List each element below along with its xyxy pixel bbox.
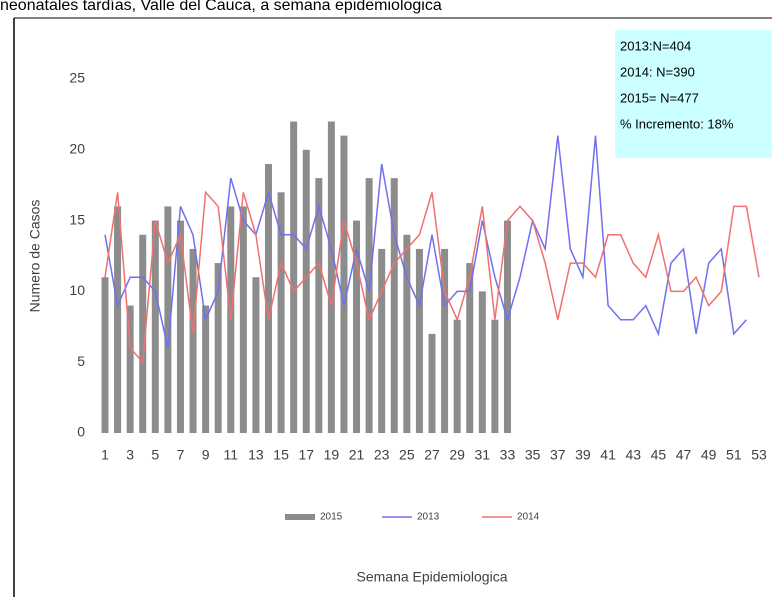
bar [453,319,461,433]
bar [327,121,335,433]
annotation-text: 2013:N=404 [620,38,691,53]
x-tick-label: 33 [500,447,516,463]
x-tick-label: 49 [701,447,717,463]
bar [277,192,285,433]
bar [491,319,499,433]
x-tick-label: 25 [399,447,415,463]
bar [164,206,172,433]
y-tick-label: 5 [77,353,85,369]
x-tick-label: 3 [126,447,134,463]
x-tick-label: 41 [600,447,616,463]
bar [353,220,361,433]
bar [214,263,222,433]
x-tick-label: 9 [202,447,210,463]
chart-title: neonatales tardías, Valle del Cauca, a s… [0,0,442,14]
x-tick-label: 23 [374,447,390,463]
x-tick-label: 47 [676,447,692,463]
x-tick-label: 7 [177,447,185,463]
x-axis-title: Semana Epidemiologica [357,569,508,585]
legend-swatch [285,514,315,520]
annotation-text: 2014: N=390 [620,64,695,79]
annotation-box [615,30,772,158]
y-tick-label: 20 [69,141,85,157]
bar [189,248,197,433]
x-tick-label: 35 [525,447,541,463]
bar [302,149,310,434]
line [104,135,747,349]
x-tick-label: 51 [726,447,742,463]
x-tick-label: 17 [298,447,314,463]
bar [176,220,184,433]
x-tick-label: 19 [324,447,340,463]
y-axis-title: Numero de Casos [27,200,43,313]
x-tick-label: 43 [625,447,641,463]
x-tick-label: 53 [751,447,767,463]
bar [290,121,298,433]
bar [478,291,486,433]
bar [403,234,411,433]
legend-label: 2013 [417,512,440,523]
bar [151,220,159,433]
bar [428,333,436,433]
bar [390,178,398,433]
y-tick-label: 0 [77,424,85,440]
bar [365,178,373,433]
x-tick-label: 39 [575,447,591,463]
y-tick-label: 10 [69,282,85,298]
bar [378,248,386,433]
bar [101,277,109,433]
legend-label: 2014 [517,512,540,523]
x-tick-label: 1 [101,447,109,463]
bar [202,305,210,433]
x-tick-label: 13 [248,447,264,463]
x-tick-label: 21 [349,447,365,463]
bar [265,163,272,433]
x-tick-label: 29 [449,447,465,463]
x-tick-label: 11 [223,447,238,463]
x-tick-label: 15 [273,447,289,463]
x-tick-label: 37 [550,447,566,463]
line [104,190,760,365]
bar [239,206,247,433]
bar [441,248,449,433]
bar [315,178,323,433]
bar [252,277,260,433]
annotation-text: 2015= N=477 [620,90,699,105]
y-tick-label: 15 [69,211,85,227]
y-tick-label: 25 [69,70,85,86]
bar [466,263,474,433]
x-tick-label: 45 [651,447,667,463]
bar [340,135,348,433]
bar [503,220,511,433]
bar [139,234,147,433]
bar [126,305,134,433]
legend-label: 2015 [320,512,343,523]
bar [415,248,423,433]
annotation-text: % Incremento: 18% [620,116,734,131]
x-tick-label: 5 [151,447,159,463]
x-tick-label: 27 [424,447,440,463]
bar [114,206,122,433]
x-tick-label: 31 [475,447,491,463]
